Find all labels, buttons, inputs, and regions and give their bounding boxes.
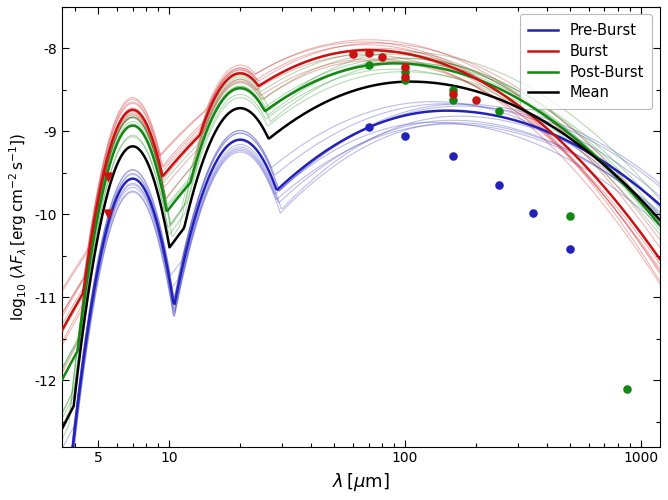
Line: Post-Burst: Post-Burst	[61, 64, 660, 380]
Point	[347, 50, 358, 58]
Legend: Pre-Burst, Burst, Post-Burst, Mean: Pre-Burst, Burst, Post-Burst, Mean	[520, 14, 653, 109]
Point	[448, 152, 459, 160]
Point	[564, 212, 575, 220]
Post-Burst	[57, 378, 65, 384]
Pre-Burst	[509, 116, 517, 122]
Point	[494, 182, 504, 190]
Burst	[656, 256, 664, 262]
Post-Burst	[164, 208, 172, 214]
Y-axis label: $\log_{10}\,(\lambda F_\lambda\,[\mathrm{erg\,cm^{-2}\,s^{-1}}])$: $\log_{10}\,(\lambda F_\lambda\,[\mathrm…	[7, 133, 29, 321]
Point	[399, 132, 410, 140]
Burst	[211, 94, 219, 100]
Burst	[164, 168, 172, 173]
Mean	[328, 96, 336, 102]
Mean	[509, 102, 517, 108]
Post-Burst	[211, 108, 219, 114]
Post-Burst	[656, 222, 664, 228]
Point	[399, 62, 410, 70]
Mean	[656, 216, 664, 222]
Pre-Burst	[164, 266, 172, 272]
Mean	[211, 128, 219, 134]
Point	[103, 173, 114, 181]
Point	[103, 210, 114, 218]
Burst	[509, 98, 517, 104]
Point	[399, 76, 410, 84]
X-axis label: $\lambda\,[\mu\mathrm{m}]$: $\lambda\,[\mu\mathrm{m}]$	[332, 471, 389, 493]
Point	[363, 48, 374, 56]
Point	[448, 96, 459, 104]
Burst	[57, 328, 65, 334]
Point	[377, 52, 387, 60]
Pre-Burst	[443, 108, 451, 114]
Point	[363, 123, 374, 131]
Line: Mean: Mean	[61, 82, 660, 430]
Line: Burst: Burst	[61, 50, 660, 331]
Mean	[164, 234, 172, 239]
Pre-Burst	[211, 160, 219, 166]
Point	[621, 384, 632, 392]
Post-Burst	[509, 92, 517, 98]
Burst	[364, 47, 372, 53]
Point	[471, 96, 482, 104]
Point	[448, 90, 459, 98]
Pre-Burst	[458, 108, 466, 114]
Post-Burst	[390, 60, 398, 66]
Mean	[406, 78, 414, 84]
Mean	[57, 426, 65, 432]
Point	[448, 86, 459, 94]
Point	[564, 245, 575, 253]
Point	[528, 208, 539, 216]
Mean	[458, 84, 466, 90]
Burst	[458, 68, 466, 74]
Point	[399, 68, 410, 76]
Line: Pre-Burst: Pre-Burst	[61, 110, 660, 500]
Point	[363, 61, 374, 69]
Burst	[411, 52, 419, 59]
Mean	[411, 78, 419, 84]
Burst	[328, 51, 336, 57]
Post-Burst	[411, 62, 419, 68]
Post-Burst	[458, 71, 466, 77]
Pre-Burst	[410, 110, 418, 116]
Point	[494, 106, 504, 114]
Pre-Burst	[328, 144, 336, 150]
Post-Burst	[328, 72, 336, 78]
Pre-Burst	[656, 202, 664, 207]
Point	[399, 74, 410, 82]
